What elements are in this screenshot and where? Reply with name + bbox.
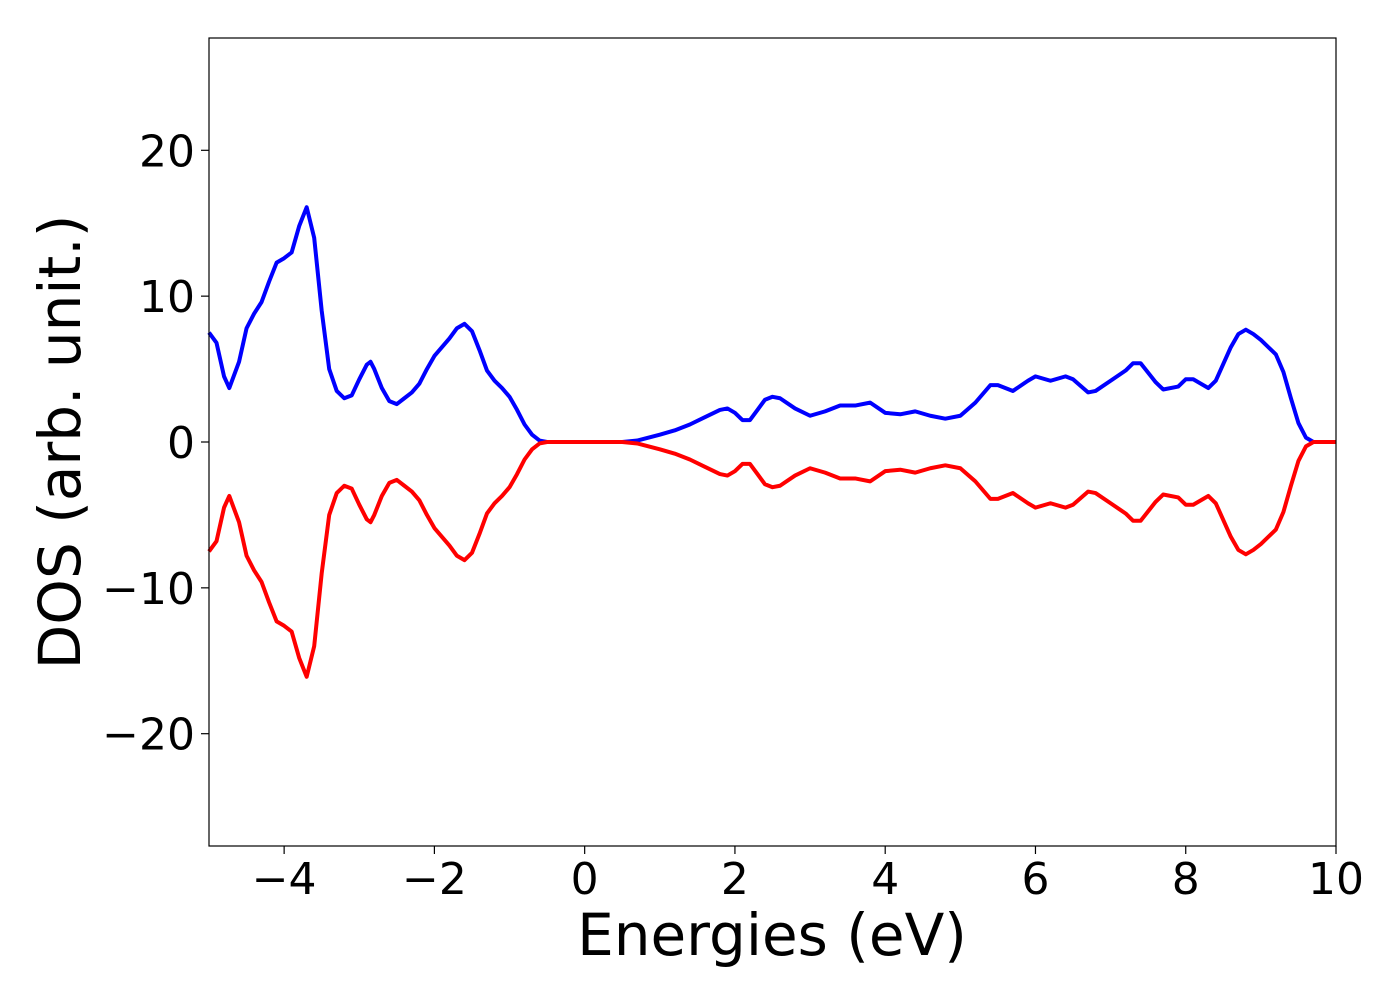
line-series [207,440,1336,679]
y-tick-label: 20 [139,126,195,177]
x-tick-label: 10 [1308,854,1364,905]
line-series [207,205,1336,444]
x-tick-label: −2 [402,854,467,905]
y-axis-label: DOS (arb. unit.) [26,215,94,670]
y-tick-label: −10 [102,564,195,615]
x-tick-label: 4 [871,854,899,905]
plot-frame [208,37,1337,847]
x-tick-label: 0 [571,854,599,905]
x-tick-label: 6 [1021,854,1049,905]
y-tick-label: −20 [102,710,195,761]
x-tick-label: −4 [252,854,317,905]
y-tick-label: 0 [167,418,195,469]
x-tick-label: 2 [721,854,749,905]
x-tick-label: 8 [1172,854,1200,905]
y-tick-label: 10 [139,272,195,323]
x-axis-label: Energies (eV) [577,901,967,969]
